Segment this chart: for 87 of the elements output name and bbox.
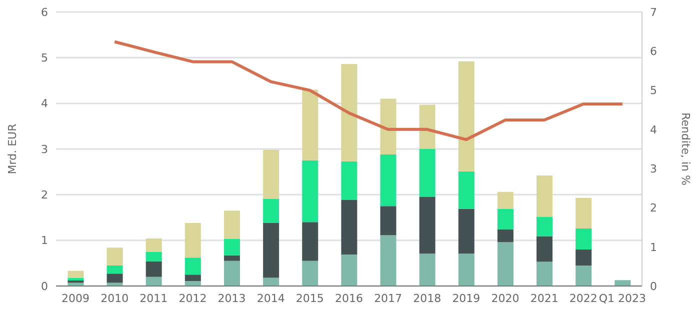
- bar: [146, 238, 162, 252]
- bar: [341, 254, 358, 286]
- bar: [341, 161, 358, 200]
- bar: [302, 160, 318, 222]
- y-tick-label: 3: [41, 142, 48, 156]
- x-tick-label: 2017: [374, 292, 402, 305]
- y2-tick-label: 3: [650, 162, 657, 176]
- x-tick-label: 2019: [452, 292, 480, 305]
- bar: [419, 149, 436, 197]
- bar: [497, 208, 514, 230]
- bar: [419, 104, 436, 149]
- bar: [536, 217, 553, 236]
- bar: [380, 98, 396, 154]
- bar: [341, 64, 358, 162]
- bar: [536, 236, 553, 262]
- bar: [458, 208, 474, 254]
- bar: [263, 150, 280, 199]
- bar: [302, 260, 318, 286]
- y2-tick-label: 7: [650, 6, 657, 19]
- y2-tick-label: 1: [650, 240, 657, 254]
- y2-tick-label: 2: [650, 202, 657, 215]
- y-tick-label: 1: [41, 234, 48, 248]
- x-tick-label: 2012: [178, 292, 207, 305]
- bar: [184, 222, 201, 258]
- bar: [224, 238, 240, 256]
- bar: [302, 90, 318, 160]
- bar: [536, 175, 553, 218]
- bar: [224, 210, 240, 239]
- y2-tick-label: 6: [650, 45, 657, 58]
- bar: [302, 222, 318, 261]
- bar: [419, 254, 436, 286]
- y-tick-label: 2: [41, 188, 48, 202]
- y-tick-label: 0: [41, 280, 48, 293]
- x-tick-label: 2020: [491, 292, 520, 305]
- x-tick-label: 2021: [530, 292, 558, 305]
- bar: [224, 255, 240, 261]
- bar: [458, 254, 474, 286]
- bar: [380, 206, 396, 236]
- bar: [68, 278, 84, 281]
- bar: [536, 262, 553, 286]
- bar: [576, 228, 592, 250]
- bar: [419, 196, 436, 254]
- bar: [146, 252, 162, 262]
- y-tick-label: 5: [41, 52, 48, 65]
- bar: [263, 278, 280, 286]
- bar: [576, 265, 592, 286]
- bar: [458, 171, 474, 209]
- x-tick-label: 2011: [140, 292, 168, 305]
- y2-tick-label: 5: [650, 84, 657, 98]
- bar: [184, 258, 201, 275]
- x-tick-label: 2010: [100, 292, 129, 305]
- y-tick-label: 6: [41, 6, 48, 19]
- x-tick-label: 2009: [62, 292, 90, 305]
- y2-tick-label: 4: [650, 123, 657, 136]
- bar: [184, 280, 201, 286]
- bar: [497, 242, 514, 286]
- bar: [106, 265, 123, 274]
- bar: [576, 249, 592, 266]
- x-tick-label: 2014: [256, 292, 285, 305]
- x-tick-label: Q1 2023: [598, 292, 646, 305]
- bar: [614, 280, 631, 286]
- bar: [263, 222, 280, 278]
- bar: [224, 260, 240, 286]
- y-axis-title: Mrd. EUR: [6, 123, 19, 174]
- bar: [576, 198, 592, 228]
- x-tick-label: 2015: [296, 292, 324, 305]
- x-tick-label: 2013: [218, 292, 246, 305]
- bar: [106, 248, 123, 266]
- bar: [146, 261, 162, 277]
- y2-axis-title: Rendite, in %: [679, 112, 692, 186]
- bar: [497, 229, 514, 242]
- bar: [380, 154, 396, 206]
- y2-tick-label: 0: [650, 280, 657, 293]
- bar: [184, 274, 201, 281]
- x-tick-label: 2018: [413, 292, 442, 305]
- bar: [146, 276, 162, 286]
- x-tick-label: 2022: [569, 292, 598, 305]
- bar: [263, 198, 280, 223]
- bar: [68, 270, 84, 278]
- y-tick-label: 4: [41, 97, 48, 110]
- bar: [458, 61, 474, 172]
- x-tick-label: 2016: [335, 292, 363, 305]
- bar: [380, 235, 396, 286]
- bar: [341, 200, 358, 254]
- bar: [106, 274, 123, 283]
- line-series: [113, 40, 624, 142]
- bar: [497, 192, 514, 209]
